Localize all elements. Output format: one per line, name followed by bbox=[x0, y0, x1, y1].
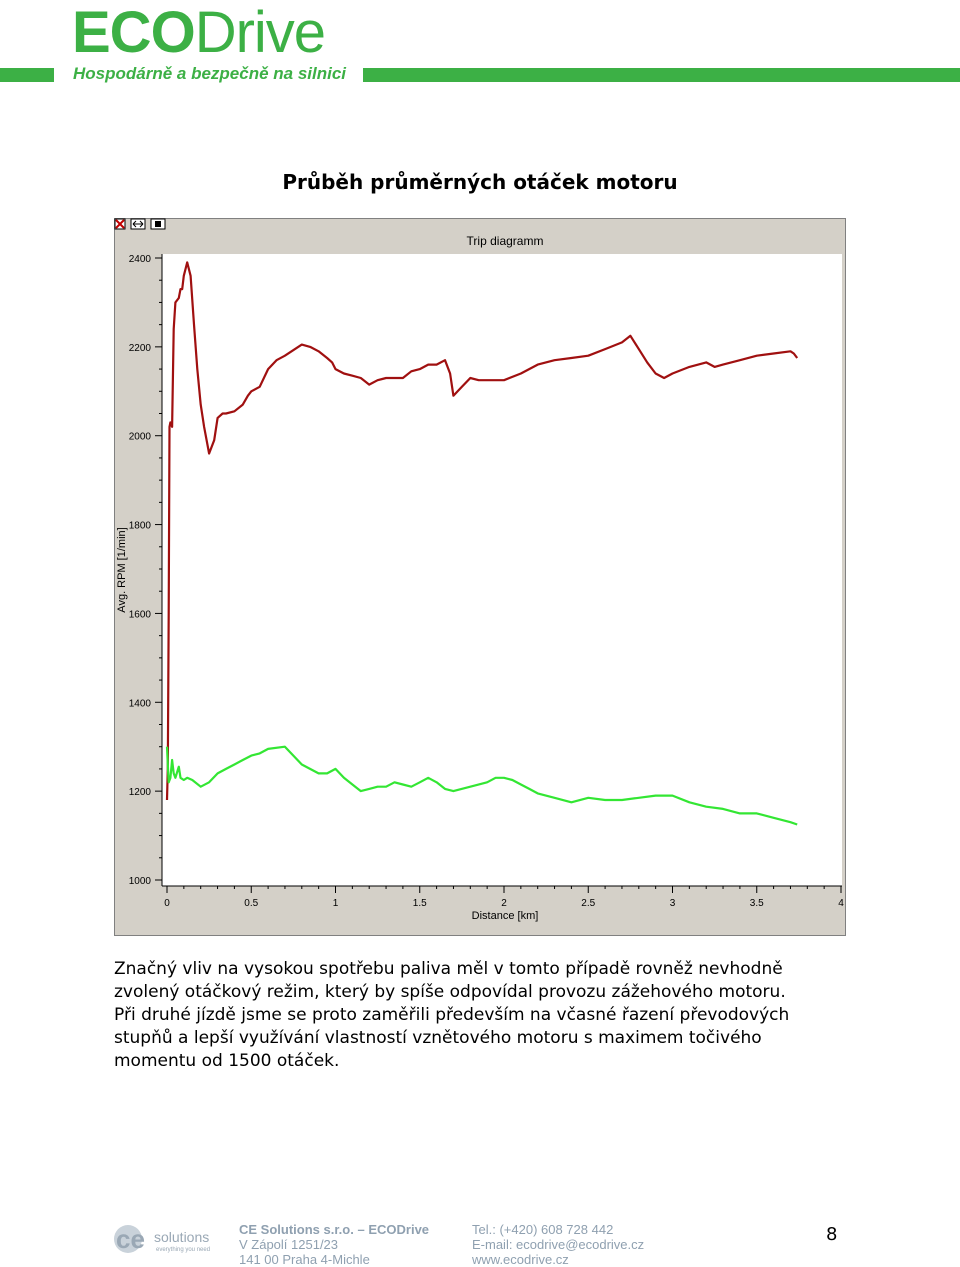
x-axis-label: Distance [km] bbox=[472, 910, 539, 922]
y-tick-label: 1000 bbox=[129, 876, 152, 887]
paragraph-line: zvolený otáčkový režim, který by spíše o… bbox=[114, 982, 786, 1002]
footer-dash: – bbox=[357, 1222, 365, 1237]
x-tick-label: 2 bbox=[501, 898, 507, 909]
x-tick-label: 0.5 bbox=[244, 898, 258, 909]
footer-street: V Zápolí 1251/23 bbox=[239, 1237, 339, 1252]
x-tick-label: 4 bbox=[838, 898, 844, 909]
series-line-2 bbox=[165, 745, 798, 826]
x-tick-label: 2.5 bbox=[581, 898, 595, 909]
paragraph-line: Při druhé jízdě jsme se proto zaměřili p… bbox=[114, 1005, 790, 1025]
footer-web[interactable]: www.ecodrive.cz bbox=[472, 1252, 569, 1267]
x-tick-label: 1 bbox=[333, 898, 339, 909]
header-tagline: Hospodárně a bezpečně na silnici bbox=[73, 64, 347, 83]
y-tick-label: 1800 bbox=[129, 521, 152, 532]
ce-logo-solutions: solutions bbox=[154, 1229, 209, 1245]
chart-axes: 1000 1200 1400 1600 1800 2000 2200 2400 0 0.5 1 1.5… bbox=[129, 254, 844, 909]
ce-solutions-logo: ce solutions everything you need bbox=[114, 1224, 210, 1254]
footer-email[interactable]: E-mail: ecodrive@ecodrive.cz bbox=[472, 1237, 645, 1252]
body-paragraph: Značný vliv na vysokou spotřebu paliva m… bbox=[114, 958, 854, 1073]
ce-logo-text: ce bbox=[116, 1224, 145, 1254]
y-tick-label: 2000 bbox=[129, 432, 152, 443]
close-chart-icon-cross bbox=[115, 219, 125, 229]
y-tick-label: 1200 bbox=[129, 787, 152, 798]
header-bar-left bbox=[0, 68, 54, 82]
chart-title: Trip diagramm bbox=[467, 234, 544, 248]
x-tick-label: 3 bbox=[670, 898, 676, 909]
y-axis-label: Avg. RPM [1/min] bbox=[116, 527, 128, 612]
x-tick-label: 3.5 bbox=[750, 898, 764, 909]
logo-drive-text: Drive bbox=[194, 0, 326, 65]
paragraph-line: stupňů a lepší využívání vlastností vzně… bbox=[114, 1028, 762, 1048]
stop-square-icon bbox=[155, 221, 161, 227]
series-line-1 bbox=[165, 261, 799, 801]
footer-brand: ECODrive bbox=[368, 1222, 430, 1237]
ce-logo-slogan: everything you need bbox=[156, 1247, 210, 1253]
trip-diagram-chart: Trip diagramm Distance [km] Avg. RPM [1/… bbox=[114, 218, 844, 922]
page-heading: Průběh průměrných otáček motoru bbox=[282, 170, 678, 194]
footer-address: CE Solutions s.r.o. – ECODrive V Zápolí … bbox=[239, 1222, 429, 1267]
footer-company-line: CE Solutions s.r.o. – ECODrive bbox=[239, 1222, 429, 1237]
paragraph-line: Značný vliv na vysokou spotřebu paliva m… bbox=[114, 959, 783, 979]
page-number: 8 bbox=[826, 1224, 838, 1245]
resize-arrows-icon bbox=[132, 220, 144, 228]
chart-toolbar[interactable] bbox=[114, 218, 166, 230]
footer-company: CE Solutions s.r.o. bbox=[239, 1222, 354, 1237]
x-tick-label: 1.5 bbox=[413, 898, 427, 909]
y-tick-label: 2200 bbox=[129, 343, 152, 354]
footer-contact: Tel.: (+420) 608 728 442 E-mail: ecodriv… bbox=[472, 1222, 644, 1267]
y-tick-label: 1400 bbox=[129, 698, 152, 709]
x-tick-label: 0 bbox=[164, 898, 170, 909]
ce-logo-circle bbox=[114, 1225, 142, 1253]
chart-series bbox=[165, 261, 799, 826]
header-bar-right bbox=[363, 68, 960, 82]
footer-city: 141 00 Praha 4-Michle bbox=[239, 1252, 370, 1267]
footer-phone: Tel.: (+420) 608 728 442 bbox=[472, 1222, 614, 1237]
y-tick-label: 2400 bbox=[129, 254, 152, 265]
logo-eco-text: ECO bbox=[72, 0, 196, 65]
ecodrive-logo: ECODrive bbox=[72, 0, 326, 65]
paragraph-line: momentu od 1500 otáček. bbox=[114, 1051, 340, 1071]
plot-area bbox=[162, 254, 842, 886]
y-tick-label: 1600 bbox=[129, 609, 152, 620]
